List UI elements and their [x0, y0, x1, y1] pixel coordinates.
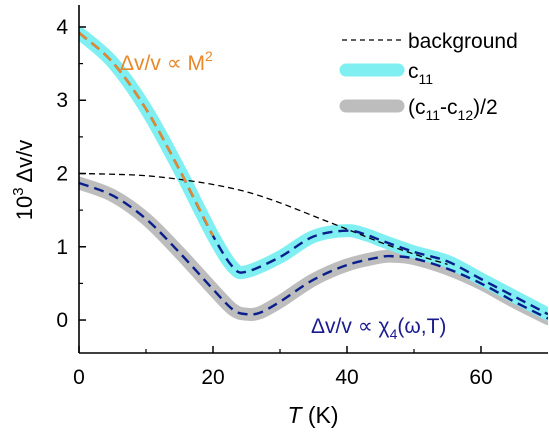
x-tick-label-0: 0 [73, 366, 85, 389]
y-tick-label-2: 2 [56, 163, 68, 186]
x-axis-label-italic: T [287, 402, 303, 428]
series-c11c12-fit [79, 181, 548, 320]
annotation-chi4-main: Δv/v ∝ χ [311, 315, 390, 338]
legend-c11c12-end: )/2 [473, 96, 498, 119]
x-axis-label-unit: (K) [302, 402, 339, 428]
series-c11-band [79, 26, 548, 321]
legend: background c11 (c11-c12)/2 [339, 30, 518, 123]
annotation-chi4-end: (ω,T) [397, 315, 446, 338]
y-tick-label-0: 0 [56, 309, 68, 332]
y-tick-label-4: 4 [56, 16, 68, 39]
y-axis-label-prefix: 10 [12, 196, 37, 220]
x-axis-label: T (K) [287, 402, 338, 428]
annotation-m-squared: Δv/v ∝ M2 [120, 48, 213, 75]
annotation-m-squared-sup: 2 [205, 48, 213, 64]
annotation-chi4-sub: 4 [390, 326, 398, 342]
legend-c11-main: c [408, 60, 419, 83]
y-tick-label-1: 1 [56, 236, 68, 259]
series-c11c12-band [79, 176, 548, 326]
annotation-chi4: Δv/v ∝ χ4(ω,T) [311, 315, 446, 342]
series-background-line [79, 172, 448, 265]
x-tick-label-20: 20 [201, 366, 224, 389]
legend-label-c11c12: (c11-c12)/2 [408, 96, 498, 123]
legend-c11c12-sub1: 11 [426, 107, 441, 123]
annotation-m-squared-main: Δv/v ∝ M [120, 52, 205, 75]
series-layer [79, 26, 548, 326]
legend-label-c11: c11 [408, 60, 433, 87]
legend-c11c12-mid: -c [440, 96, 458, 119]
y-axis-label-sup: 3 [10, 187, 27, 195]
x-tick-label-60: 60 [469, 366, 492, 389]
x-tick-label-40: 40 [335, 366, 358, 389]
legend-c11c12-main: (c [408, 96, 426, 119]
y-tick-label-3: 3 [56, 89, 68, 112]
series-m-squared-fit [79, 31, 215, 237]
y-axis-label: 103 Δv/v [10, 140, 37, 221]
legend-label-background: background [408, 30, 518, 53]
legend-c11-sub: 11 [419, 71, 434, 87]
legend-c11c12-sub2: 12 [458, 107, 474, 123]
y-axis-label-rest: Δv/v [12, 140, 37, 188]
